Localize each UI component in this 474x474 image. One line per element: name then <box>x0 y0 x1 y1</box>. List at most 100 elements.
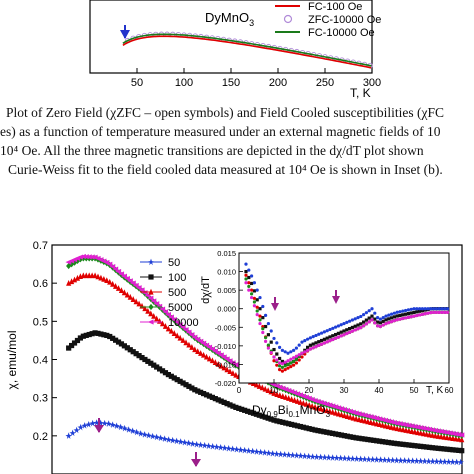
series-100-point <box>432 445 438 451</box>
series-5000-point <box>192 334 198 342</box>
series-100-point <box>262 414 268 420</box>
inset-series-100-point <box>406 312 410 316</box>
series-500-point <box>71 276 78 283</box>
series-500-point <box>224 366 230 373</box>
legend-label-fc10000: FC-10000 Oe <box>308 27 375 39</box>
series-100-point <box>159 368 166 374</box>
series-500-point <box>74 274 81 281</box>
series-10000-point <box>426 426 433 432</box>
series-10000-point <box>391 419 397 426</box>
series-50-point <box>121 424 128 432</box>
series-500-point <box>359 417 365 423</box>
inset-series-50-point <box>331 326 335 330</box>
inset-series-100-point <box>255 298 259 302</box>
inset-series-100-point <box>252 289 256 293</box>
series-500-point <box>277 392 283 398</box>
inset-series-500-point <box>429 310 433 315</box>
series-10000-point <box>405 422 412 429</box>
series-5000-point <box>127 278 133 285</box>
series-100-point <box>294 423 301 429</box>
series-5000-point <box>133 283 139 290</box>
series-100-point <box>300 424 306 430</box>
inset-series-5000-point <box>252 300 256 304</box>
inset-series-50-point <box>244 262 248 266</box>
series-500-point <box>318 405 324 412</box>
series-10000-point <box>435 428 441 434</box>
series-50-point <box>357 455 364 463</box>
inset-series-500-point <box>308 347 312 351</box>
inset-series-100-point <box>348 327 352 331</box>
series-100-point <box>186 383 192 389</box>
series-100-point <box>406 442 412 448</box>
series-10000-point <box>132 282 139 289</box>
inset-series-500-point <box>437 310 441 315</box>
series-100-point <box>183 382 189 388</box>
series-50-point <box>65 432 72 440</box>
inset-series-100-point <box>261 316 265 320</box>
series-50-point <box>117 423 124 431</box>
series-500-point <box>286 395 292 401</box>
inset-series-100-point <box>311 342 315 346</box>
series-100-point <box>115 339 122 345</box>
series-10000-point <box>174 319 180 325</box>
inset-series-10000-point <box>294 354 298 358</box>
series-50-point <box>393 456 400 464</box>
series-5000-point <box>151 298 157 305</box>
series-10000-point <box>194 336 201 342</box>
series-10000-point <box>138 287 145 293</box>
inset-series-50-point <box>401 309 405 313</box>
inset-series-500-point <box>373 321 377 325</box>
series-50-point <box>109 421 116 428</box>
series-50-point <box>225 444 232 452</box>
inset-series-10000-point <box>446 310 450 315</box>
series-5000-point <box>198 338 204 346</box>
series-500-point <box>124 291 130 298</box>
inset-series-10000-point <box>370 318 374 322</box>
legend-label-100: 100 <box>168 272 186 284</box>
inset-series-100-point <box>292 359 296 364</box>
series-10000-point <box>197 338 204 344</box>
inset-series-10000-point <box>426 311 430 315</box>
inset-series-50-point <box>384 314 388 318</box>
series-500-point <box>171 330 177 336</box>
inset-series-5000-point <box>266 343 270 347</box>
inset-series-50-point <box>362 313 366 317</box>
series-100-point <box>291 422 298 428</box>
series-5000-point <box>412 424 418 431</box>
top-arrow-head <box>120 30 130 39</box>
series-100-point <box>215 397 221 403</box>
series-5000-point <box>297 392 303 399</box>
series-10000-point <box>385 418 391 424</box>
inset-y-tick-label: 0.010 <box>217 268 236 277</box>
series-500-point <box>136 300 142 307</box>
inset-series-50-point <box>255 288 259 292</box>
series-500-point <box>95 273 101 280</box>
inset-series-5000-point <box>376 324 380 328</box>
series-5000-point <box>453 431 459 438</box>
inset-series-5000-point <box>322 341 326 345</box>
series-500-point <box>391 424 397 431</box>
inset-series-500-point <box>250 288 254 292</box>
top-chart: DyMnO3 FC-100 Oe ZFC-10000 Oe FC-10000 O… <box>89 0 381 100</box>
inset-series-500-point <box>342 333 346 337</box>
series-50-point <box>205 442 212 450</box>
series-10000-point <box>94 255 101 262</box>
series-50-point <box>129 427 136 435</box>
series-100-point <box>177 378 183 384</box>
series-50-point <box>81 422 88 429</box>
inset-series-50-point <box>350 318 354 322</box>
inset-series-10000-point <box>373 321 377 325</box>
series-5000-point <box>385 418 391 425</box>
series-50-point <box>437 458 444 465</box>
inset-series-10000-point <box>353 328 357 332</box>
inset-series-100-point <box>373 317 377 321</box>
series-50-point <box>453 458 460 466</box>
series-10000-point <box>276 384 283 390</box>
inset-series-500-point <box>345 331 349 336</box>
series-10000-point <box>188 332 195 338</box>
inset-series-500-point <box>266 344 270 348</box>
inset-series-500-point <box>292 363 296 367</box>
inset-series-100-point <box>392 315 396 319</box>
inset-series-10000-point <box>308 347 312 351</box>
inset-series-500-point <box>412 314 416 318</box>
